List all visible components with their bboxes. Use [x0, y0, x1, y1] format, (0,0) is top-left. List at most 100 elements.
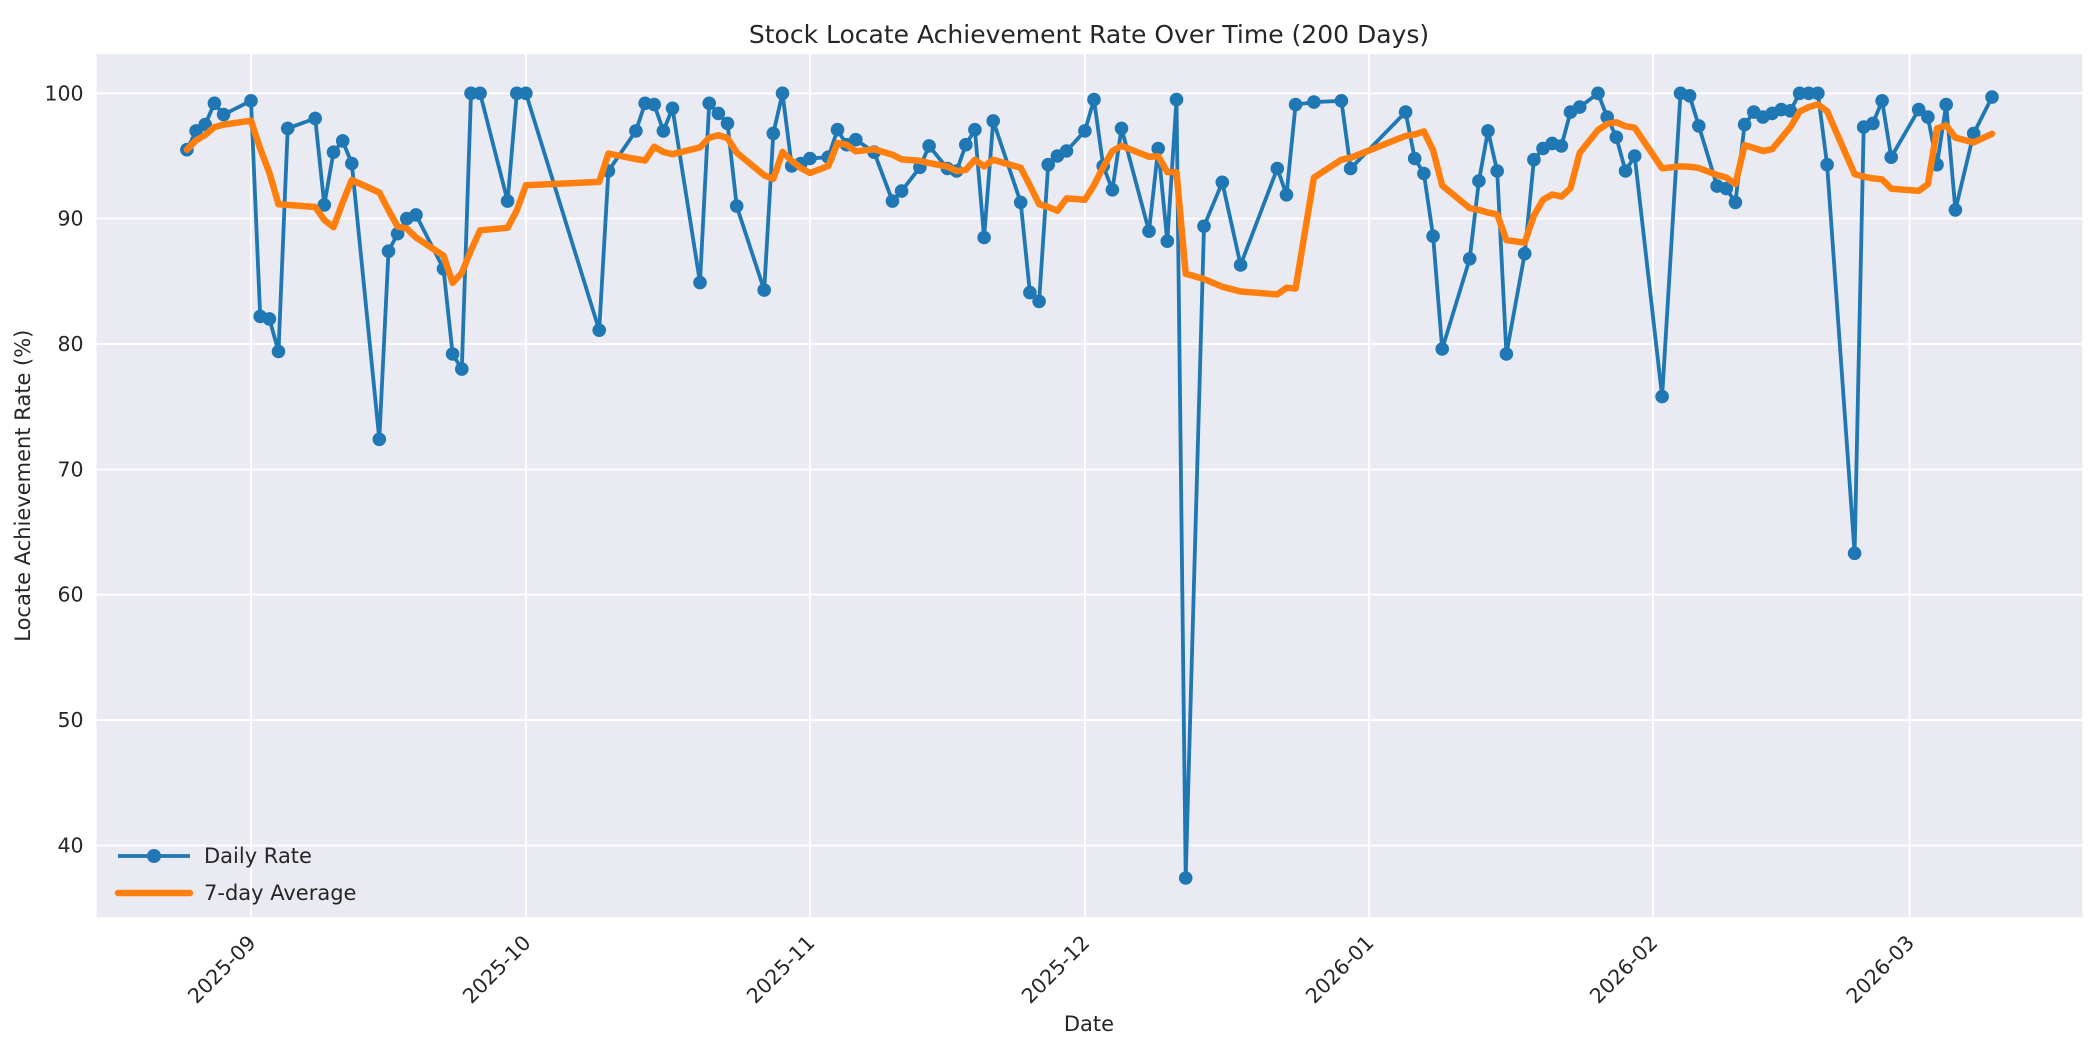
- daily-rate-marker: [1078, 124, 1092, 138]
- daily-rate-marker: [1985, 90, 1999, 104]
- daily-rate-marker: [1178, 871, 1193, 885]
- x-tick-label: 2026-01: [1301, 931, 1379, 1009]
- daily-rate-marker: [968, 122, 982, 137]
- legend-item-7day-average: 7-day Average: [114, 881, 356, 905]
- x-tick-label: 2025-10: [458, 931, 536, 1009]
- daily-rate-marker: [803, 151, 817, 166]
- daily-rate-marker: [1426, 229, 1440, 243]
- y-tick-label: 60: [58, 583, 84, 607]
- daily-rate-marker: [1591, 86, 1605, 101]
- daily-rate-marker: [1160, 234, 1175, 248]
- y-tick-label: 70: [58, 457, 84, 481]
- daily-rate-marker: [959, 137, 973, 152]
- plot-area: [96, 54, 2083, 918]
- y-tick-label: 40: [58, 833, 84, 857]
- daily-rate-marker: [766, 126, 781, 141]
- daily-rate-marker: [1847, 546, 1862, 561]
- daily-rate-marker: [1343, 161, 1358, 176]
- x-tick-label: 2025-09: [183, 931, 261, 1009]
- daily-rate-marker: [1041, 157, 1055, 172]
- daily-rate-marker: [317, 198, 332, 212]
- daily-rate-marker: [1655, 389, 1669, 404]
- x-tick-label: 2026-03: [1842, 931, 1920, 1009]
- daily-rate-marker: [1114, 121, 1129, 136]
- daily-rate-marker: [977, 230, 991, 245]
- daily-rate-marker: [262, 312, 277, 326]
- daily-rate-marker: [409, 208, 423, 222]
- daily-rate-marker: [335, 134, 350, 148]
- daily-rate-marker: [1490, 164, 1504, 178]
- daily-rate-marker: [1572, 100, 1587, 114]
- daily-rate-marker: [1307, 95, 1321, 109]
- daily-rate-marker: [1013, 195, 1028, 210]
- daily-rate-marker: [1517, 246, 1532, 261]
- daily-rate-marker: [1398, 105, 1413, 119]
- x-tick-label: 2025-11: [742, 931, 820, 1009]
- daily-rate-marker: [986, 114, 1000, 128]
- daily-rate-marker: [1087, 92, 1101, 107]
- daily-rate-marker: [1334, 94, 1349, 108]
- daily-rate-marker: [1875, 94, 1889, 108]
- daily-rate-marker: [1059, 144, 1074, 158]
- daily-rate-marker: [1966, 126, 1981, 141]
- daily-rate-marker: [1023, 285, 1037, 300]
- x-tick-label: 2026-02: [1585, 931, 1663, 1009]
- daily-rate-marker: [656, 124, 671, 138]
- daily-rate-marker: [1820, 157, 1834, 172]
- daily-rate-marker: [1783, 104, 1798, 118]
- daily-rate-marker: [665, 101, 680, 116]
- chart-title: Stock Locate Achievement Rate Over Time …: [749, 20, 1429, 49]
- daily-rate-marker: [849, 132, 863, 147]
- daily-rate-marker: [1939, 97, 1953, 112]
- daily-rate-marker: [207, 96, 222, 111]
- y-tick-label: 100: [44, 81, 83, 105]
- daily-rate-marker: [1279, 188, 1294, 202]
- daily-rate-marker: [1105, 183, 1120, 197]
- daily-rate-marker: [326, 145, 341, 159]
- daily-rate-marker: [1233, 258, 1248, 272]
- daily-rate-marker: [519, 86, 533, 101]
- daily-rate-marker: [922, 139, 936, 153]
- daily-rate-marker: [830, 122, 845, 137]
- daily-rate-marker: [280, 121, 295, 136]
- daily-rate-marker: [711, 106, 726, 121]
- daily-rate-marker: [1609, 130, 1624, 144]
- daily-rate-marker: [345, 156, 359, 171]
- daily-rate-marker: [1884, 150, 1898, 164]
- daily-rate-marker: [1692, 119, 1706, 133]
- daily-rate-marker: [729, 199, 744, 213]
- seven-day-average-line: [183, 101, 1996, 298]
- daily-rate-marker: [1554, 139, 1569, 153]
- daily-rate-marker: [1527, 152, 1541, 167]
- legend: Daily Rate 7-day Average: [114, 844, 356, 905]
- daily-rate-marker: [372, 432, 387, 447]
- legend-label-daily-rate: Daily Rate: [204, 844, 312, 868]
- daily-rate-marker: [308, 111, 323, 126]
- daily-rate-marker: [885, 194, 900, 208]
- daily-rate-marker: [1627, 149, 1642, 163]
- x-axis-label: Date: [1064, 1012, 1114, 1036]
- daily-rate-marker: [455, 362, 469, 376]
- daily-rate-marker: [702, 96, 716, 111]
- daily-rate-marker: [445, 347, 460, 361]
- y-axis-label: Locate Achievement Rate (%): [11, 330, 35, 642]
- daily-rate-marker: [894, 184, 909, 198]
- daily-rate-marker: [1728, 195, 1743, 210]
- daily-rate-marker: [1169, 92, 1184, 107]
- y-tick-label: 90: [58, 207, 84, 231]
- daily-rate-marker: [757, 283, 771, 297]
- legend-label-7day-average: 7-day Average: [204, 881, 356, 905]
- daily-rate-marker: [216, 107, 231, 122]
- daily-rate-marker: [1618, 164, 1633, 178]
- daily-rate-marker: [1151, 141, 1165, 156]
- daily-rate-marker: [1866, 116, 1880, 131]
- daily-rate-marker: [1288, 97, 1303, 112]
- daily-rate-marker: [1032, 294, 1046, 309]
- daily-rate-marker: [381, 244, 396, 258]
- daily-rate-marker: [500, 194, 515, 208]
- daily-rate-marker: [1462, 251, 1477, 266]
- y-tick-label: 50: [58, 708, 84, 732]
- daily-rate-marker: [1407, 151, 1422, 166]
- daily-rate-legend-marker-icon: [147, 849, 161, 863]
- daily-rate-marker: [244, 94, 258, 108]
